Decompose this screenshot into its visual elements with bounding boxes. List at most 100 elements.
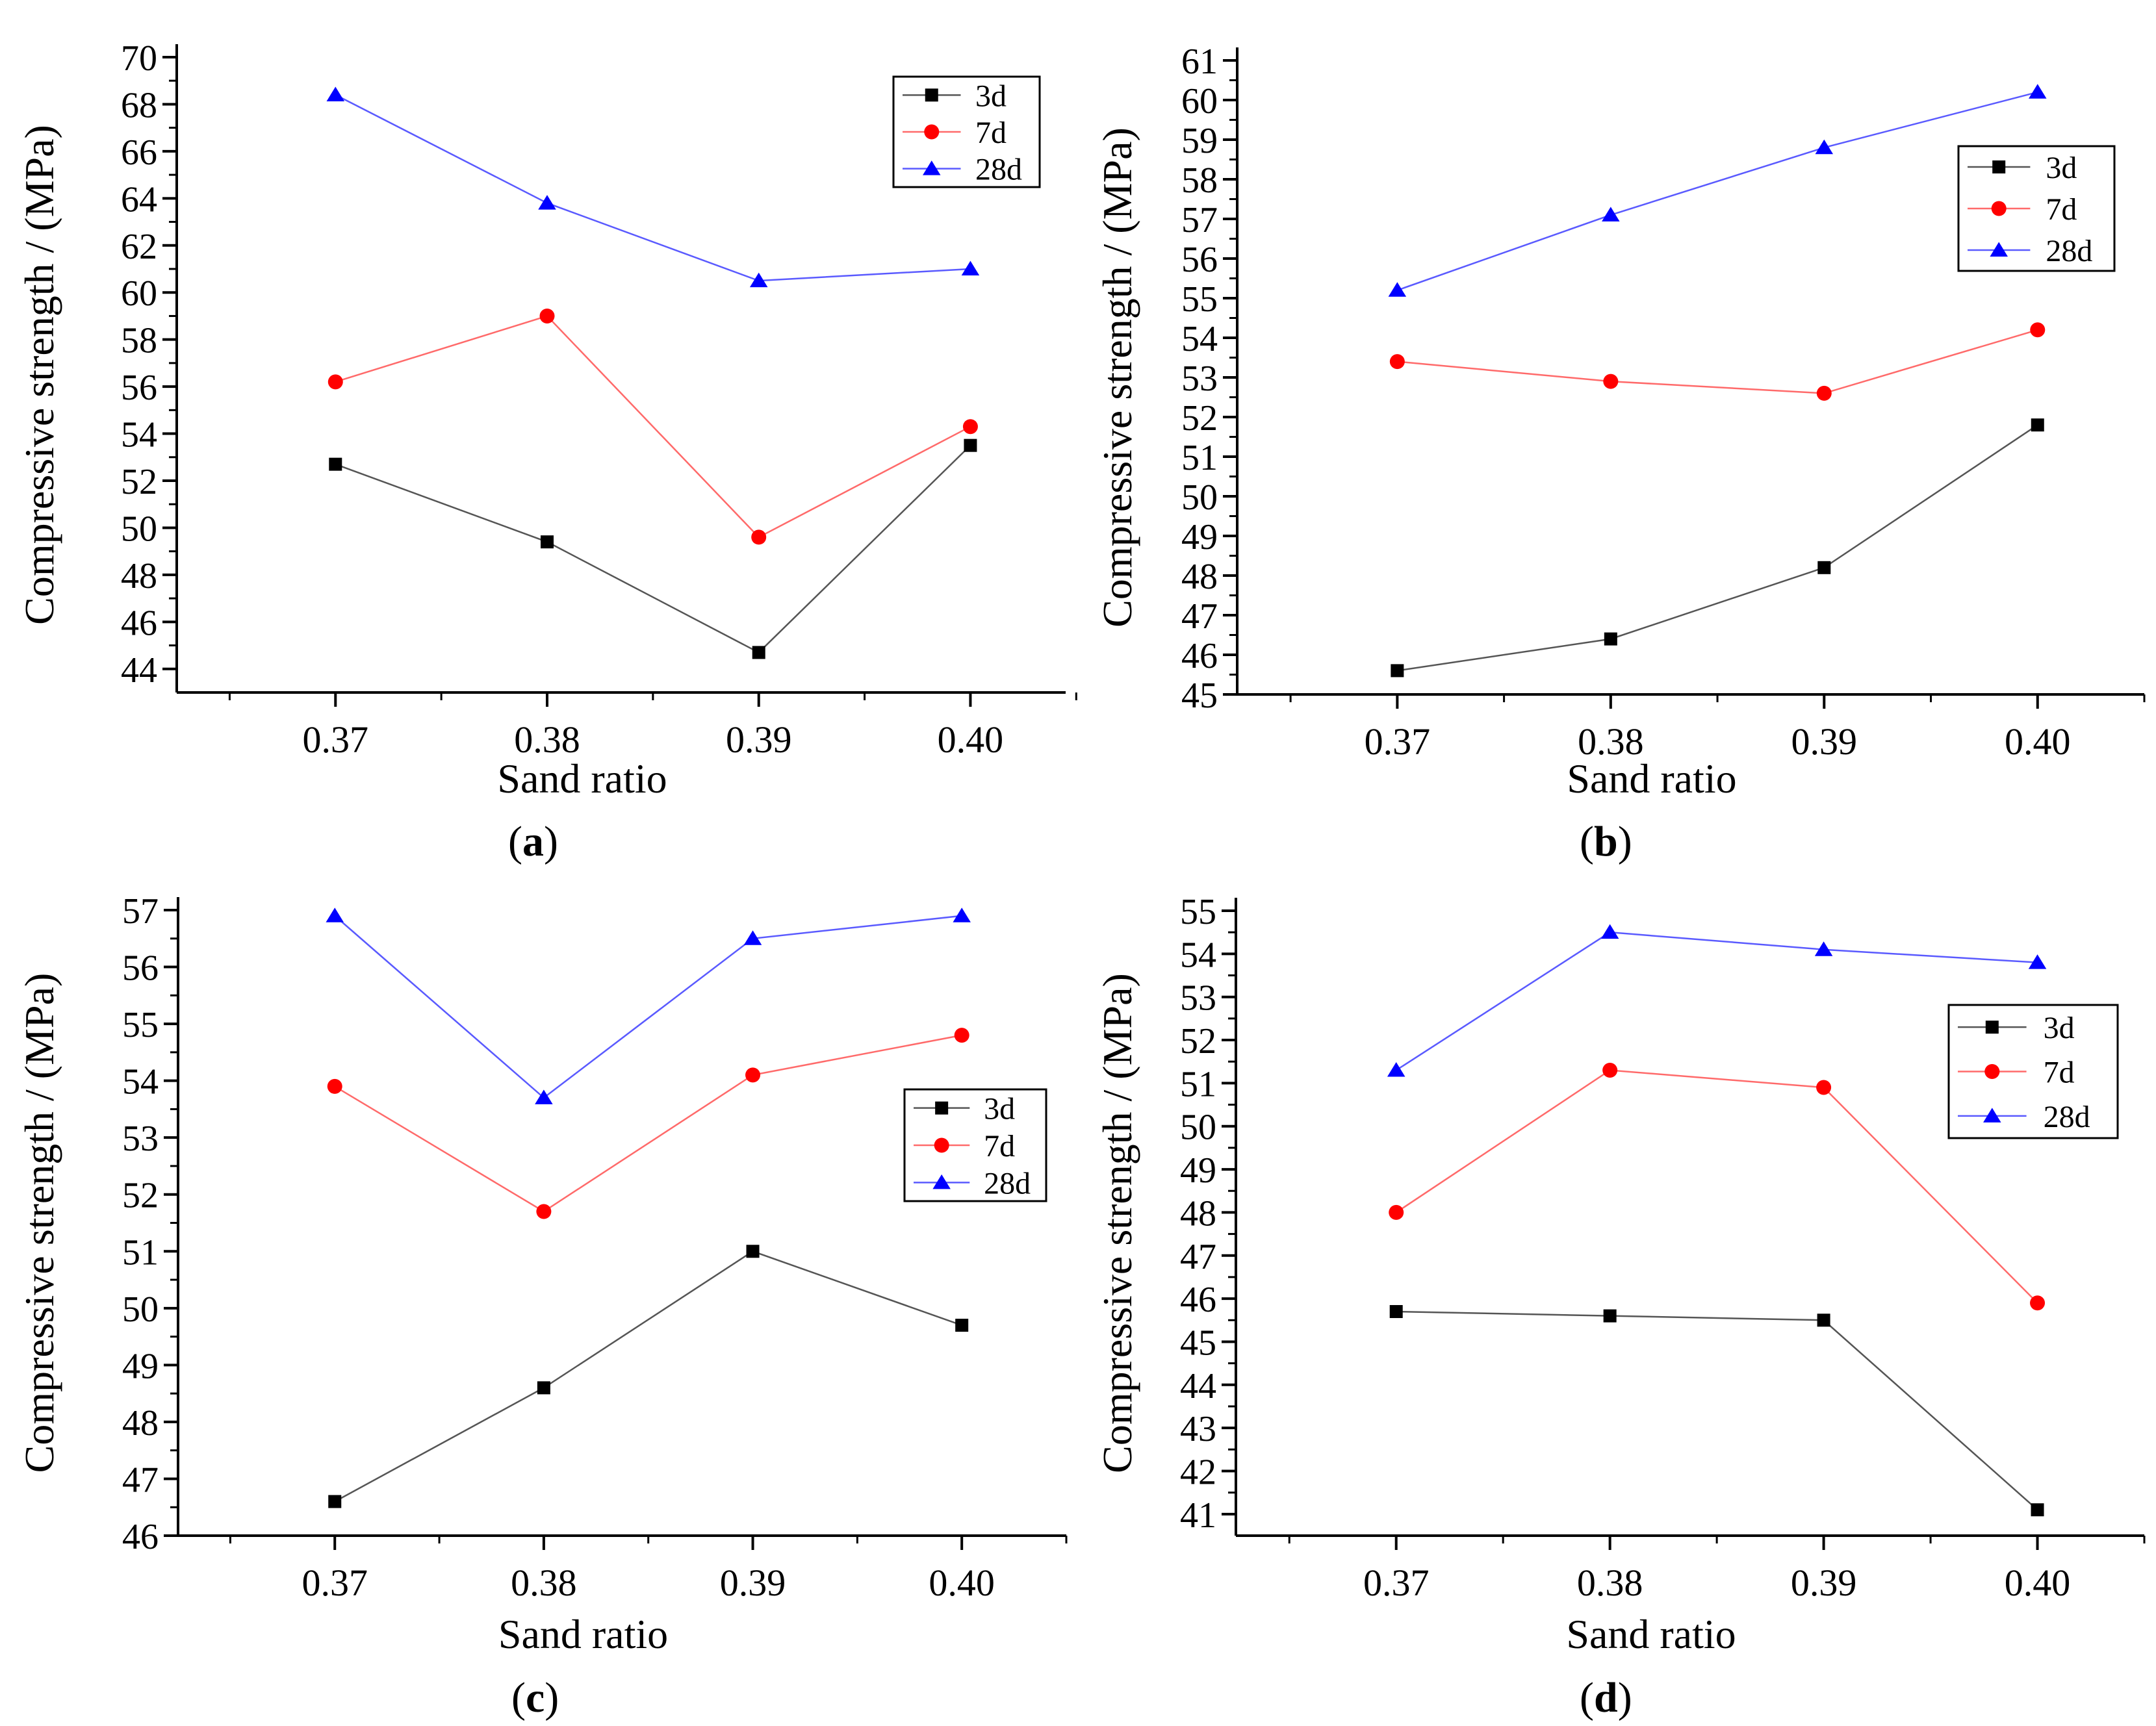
c-legend-label-7d: 7d [984,1129,1015,1163]
a-point-3d [329,457,342,471]
b-y-tick-label: 46 [1181,636,1218,676]
d-y-tick-label: 54 [1180,935,1216,975]
d-series-line-28d [1396,931,2038,1071]
b-point-28d [1815,139,1834,155]
d-y-tick-label: 45 [1180,1323,1216,1363]
d-legend-label-3d: 3d [2044,1011,2075,1045]
a-y-tick-label: 44 [121,650,157,691]
panel-d: 41 42 43 44 45 46 47 48 49 50 51 52 53 54 55 0.37 0.38 0.… [1078,863,2156,1726]
d-y-tick-label: 51 [1180,1064,1216,1104]
caption-a: (a) [508,818,558,865]
a-series-line-7d [335,315,971,539]
a-x-axis-title: Sand ratio [497,755,667,802]
a-point-28d [326,86,345,101]
c-x-tick-label: 0.39 [720,1562,786,1604]
d-x-tick-label: 0.39 [1791,1562,1857,1604]
c-x-tick-label: 0.38 [511,1562,577,1604]
caption-c: (c) [511,1674,559,1721]
a-point-7d [327,374,343,390]
b-x-tick-label: 0.39 [1791,720,1858,763]
a-y-axis-title: Compressive strength / (MPa) [16,125,62,625]
c-point-7d [745,1067,761,1083]
a-y-tick-label: 60 [121,273,157,314]
b-legend-label-28d: 28d [2046,234,2092,268]
c-y-tick-label: 46 [122,1517,159,1557]
c-y-tick-label: 57 [122,891,159,932]
b-y-axis-title: Compressive strength / (MPa) [1094,127,1140,628]
c-point-7d [327,1078,342,1094]
b-point-3d [1604,632,1617,646]
d-series-line-3d [1396,1310,2038,1511]
c-y-tick-label: 52 [122,1176,159,1216]
a-y-tick-label: 52 [121,462,157,502]
d-point-3d [1603,1309,1617,1323]
panel-a: 44 46 48 50 52 54 56 58 60 62 64 66 68 70 0.37 0.38 0.39… [0,0,1078,865]
d-x-tick-label: 0.37 [1363,1562,1430,1604]
c-y-tick-label: 47 [122,1460,159,1500]
panel-c: 46 47 48 49 50 51 52 53 54 55 56 57 0.37 0.38 0.39 0.40… [0,863,1078,1726]
d-y-tick-label: 52 [1180,1021,1216,1061]
caption-a-letter: a [522,818,544,865]
b-y-tick-label: 60 [1181,81,1218,121]
d-legend-marker-7d [1984,1064,2000,1079]
c-legend-marker-3d [935,1101,949,1115]
a-point-28d [961,260,980,275]
d-legend-marker-3d [1985,1021,1999,1034]
d-point-28d [1814,941,1833,956]
c-y-axis-title: Compressive strength / (MPa) [16,973,62,1473]
c-point-3d [955,1319,969,1332]
d-series-line-7d [1396,1069,2038,1304]
chart-c: 46 47 48 49 50 51 52 53 54 55 56 57 0.37 0.38 0.39 0.40… [16,891,1068,1657]
c-y-tick-label: 53 [122,1119,159,1159]
b-y-tick-label: 59 [1181,121,1218,161]
a-legend-marker-7d [924,124,940,140]
a-y-tick-label: 64 [121,179,157,220]
d-x-tick-label: 0.40 [2005,1562,2071,1604]
b-point-7d [1389,354,1405,370]
d-legend-label-28d: 28d [2044,1100,2090,1134]
c-point-3d [537,1381,550,1395]
a-y-tick-label: 54 [121,415,157,455]
c-y-tick-label: 49 [122,1346,159,1386]
b-y-tick-label: 45 [1181,676,1218,716]
b-legend-marker-28d [1990,242,2008,257]
d-y-tick-label: 49 [1180,1150,1216,1191]
c-y-tick-label: 50 [122,1289,159,1330]
b-y-tick-label: 54 [1181,319,1218,359]
d-legend-marker-28d [1983,1108,2001,1123]
b-y-tick-label: 58 [1181,160,1218,201]
caption-b: (b) [1580,818,1632,865]
a-point-7d [962,419,978,435]
c-x-axis-title: Sand ratio [498,1611,668,1657]
a-y-tick-label: 46 [121,603,157,643]
a-series-line-28d [335,94,971,282]
c-point-28d [535,1089,553,1104]
c-y-tick-label: 56 [122,948,159,989]
panel-b: 45 46 47 48 49 50 51 52 53 54 55 56 57 58 59 60 61 0.37 0.… [1078,0,2156,865]
b-point-28d [1388,282,1407,297]
b-x-tick-label: 0.37 [1365,720,1431,763]
c-point-7d [954,1028,969,1043]
a-y-tick-label: 70 [121,38,157,79]
c-point-3d [746,1245,760,1258]
c-legend-marker-7d [934,1137,949,1153]
a-y-tick-label: 48 [121,556,157,596]
a-series-line-3d [335,444,971,654]
d-point-3d [1389,1305,1403,1319]
c-y-tick-label: 51 [122,1232,159,1273]
b-y-tick-label: 56 [1181,240,1218,280]
a-point-28d [749,272,768,288]
b-x-tick-label: 0.38 [1578,720,1644,763]
d-legend-label-7d: 7d [2044,1056,2075,1090]
c-point-28d [953,907,971,922]
a-legend-marker-3d [925,88,938,102]
c-legend-label-3d: 3d [984,1092,1015,1126]
a-legend-marker-28d [923,160,941,175]
c-y-tick-label: 48 [122,1403,159,1443]
b-y-tick-label: 51 [1181,438,1218,478]
a-point-7d [751,529,767,545]
a-y-tick-label: 68 [121,85,157,125]
d-point-28d [2028,954,2047,969]
